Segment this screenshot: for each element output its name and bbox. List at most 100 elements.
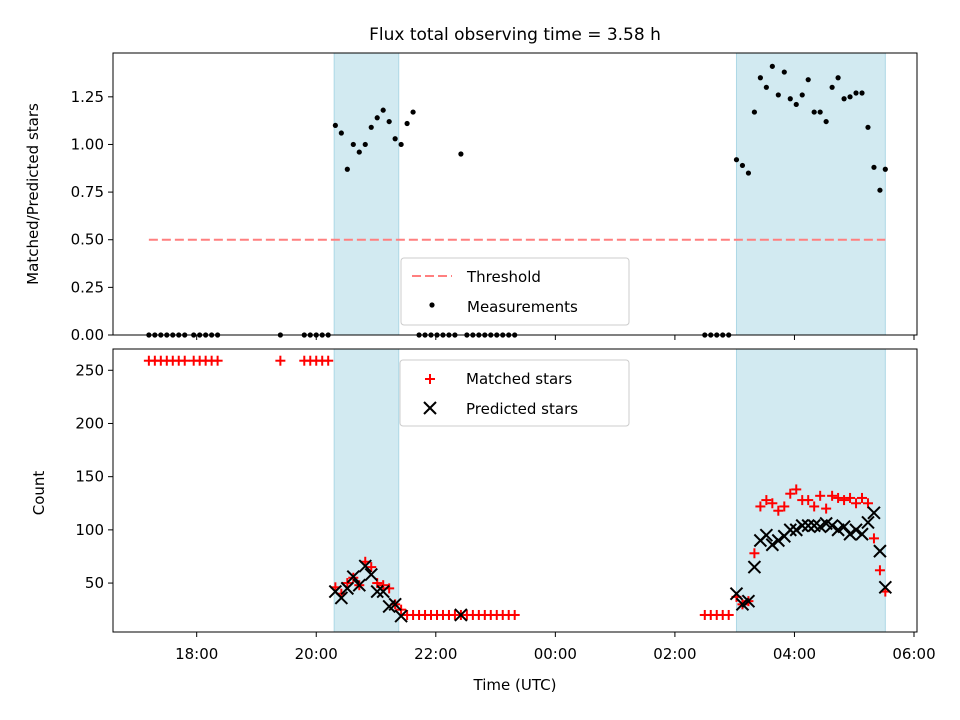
matched-star-point [874,565,885,576]
measurement-point [751,109,758,115]
matched-star-point [767,498,778,509]
measurement-point [882,166,888,172]
bottom-x-ticks: 18:00 20:00 22:00 00:00 02:00 04:00 06:00 [175,632,936,663]
matched-star-point [839,495,850,506]
predicted-star-point [861,515,875,530]
predicted-star-point [855,527,869,541]
measurement-point [805,77,811,83]
x-tick-label: 06:00 [892,645,935,663]
measurement-point [368,124,374,130]
predicted-star-point [376,584,390,599]
measurement-point [865,124,871,130]
x-axis-label: Time (UTC) [473,676,557,694]
measurement-point [338,130,344,136]
measurement-point [380,107,386,113]
measurement-point [877,187,883,193]
matched-star-point [851,498,862,509]
measurement-point [871,164,877,170]
shaded-interval [333,52,400,336]
bottom-panel: 50 100 150 200 250 18:00 20:00 22:00 00:00 02:00… [30,348,936,694]
y-tick-label: 1.25 [71,88,104,106]
matched-star-point [366,562,377,573]
y-tick-label: 250 [75,361,104,379]
matched-star-point [761,495,772,506]
measurement-point [817,109,823,115]
legend-predicted-label: Predicted stars [466,400,578,418]
measurement-point [350,141,356,148]
matched-star-point [868,533,879,544]
predicted-star-point [849,523,863,537]
y-tick-label: 0.75 [71,183,104,201]
bottom-y-ticks: 50 100 150 200 250 [75,361,113,592]
predicted-star-point [783,523,797,537]
predicted-star-point [394,609,408,623]
matched-star-point [212,355,223,366]
predicted-star-point [340,581,355,596]
legend-matched-label: Matched stars [466,370,572,388]
predicted-stars-points [328,506,893,623]
predicted-star-point [801,518,815,533]
predicted-star-point [747,560,762,574]
measurement-point [859,90,865,96]
measurement-point [841,96,847,102]
predicted-star-point [454,608,468,622]
predicted-star-point [878,580,893,595]
y-tick-label: 0.00 [71,326,104,344]
x-tick-label: 00:00 [534,645,577,663]
predicted-star-point [352,578,366,592]
shaded-interval [735,348,886,633]
y-tick-label: 0.50 [71,231,104,249]
predicted-star-point [741,594,756,608]
predicted-star-point [789,523,803,537]
matched-star-point [845,492,856,503]
x-tick-label: 20:00 [295,645,338,663]
measurement-point [853,90,859,96]
predicted-star-point [873,544,887,558]
measurement-point [410,109,416,115]
matched-star-point [785,488,796,499]
legend-measurements-swatch [429,302,435,308]
measurement-point [823,118,829,125]
predicted-star-point [867,506,881,520]
predicted-star-point [370,584,384,599]
x-tick-label: 18:00 [175,645,218,663]
shaded-interval [735,52,886,336]
x-tick-label: 02:00 [653,645,696,663]
matched-star-point [509,609,520,620]
matched-star-point [809,501,820,512]
predicted-star-point [843,527,857,541]
measurement-point [829,84,835,90]
measurement-point [386,118,392,125]
predicted-star-point [771,533,786,548]
predicted-star-point [388,597,402,612]
matched-star-point [791,484,802,495]
legend-matched-swatch [425,374,435,384]
predicted-star-point [795,518,809,533]
predicted-star-point [825,518,839,533]
matched-star-point [827,490,838,501]
measurement-point [404,120,410,127]
bottom-plot-frame [112,348,918,633]
matched-star-point [723,609,734,620]
y-tick-label: 150 [75,468,104,486]
measurement-point [392,136,398,142]
top-y-ticks: 0.00 0.25 0.50 0.75 1.00 1.25 [71,88,113,344]
predicted-star-point [759,528,774,542]
predicted-star-point [364,567,378,582]
predicted-star-point [358,559,372,573]
matched-star-point [378,580,389,591]
chart-title: Flux total observing time = 3.58 h [369,25,661,45]
y-tick-label: 0.25 [71,278,104,296]
measurement-point [835,75,841,81]
measurement-point [811,109,817,115]
measurement-point [733,157,740,163]
predicted-star-point [346,569,361,584]
measurement-point [739,162,746,169]
legend-threshold-label: Threshold [466,268,541,286]
matched-star-point [862,498,873,509]
measurement-point [787,96,793,102]
y-tick-label: 100 [75,521,104,539]
measurement-point [757,75,763,81]
bottom-legend-box [399,359,630,427]
